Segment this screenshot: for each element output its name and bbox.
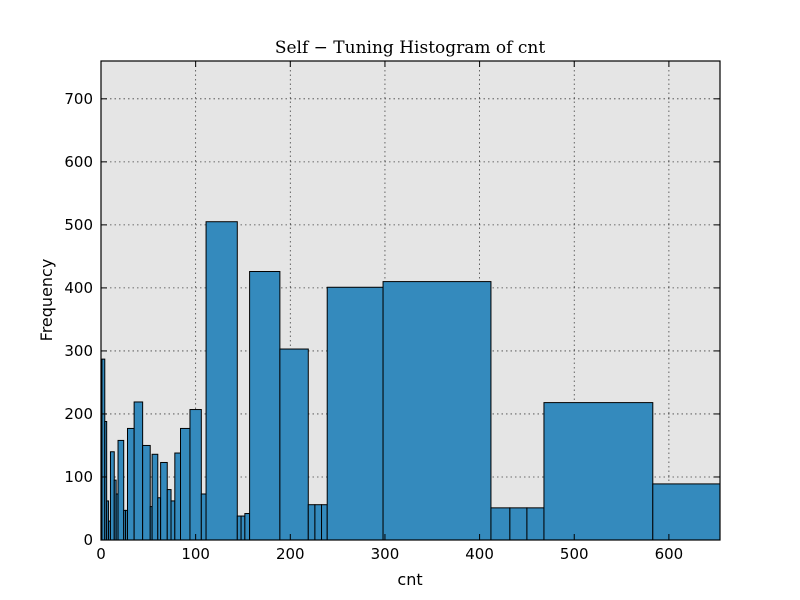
histogram-bar (205, 221, 238, 541)
histogram-bar (236, 515, 242, 541)
histogram-bar (509, 507, 528, 541)
histogram-bar (240, 515, 246, 541)
histogram-bar (170, 500, 176, 541)
x-axis-label: cnt (397, 570, 422, 589)
y-tick-label: 400 (64, 279, 93, 297)
y-tick-label: 600 (64, 153, 93, 171)
histogram-bar (314, 504, 323, 541)
y-tick-label: 700 (64, 90, 93, 108)
histogram-bar (142, 444, 151, 541)
histogram-bar (174, 452, 182, 541)
y-tick-label: 100 (64, 468, 93, 486)
y-tick-label: 300 (64, 342, 93, 360)
x-tick-label: 600 (655, 545, 684, 563)
histogram-bar (200, 493, 207, 541)
histogram-bar (321, 504, 328, 541)
histogram-bar (543, 402, 654, 541)
ticks: 0 100 200 300 400 500 600 0 100 200 300 400 500 600 70… (64, 61, 720, 563)
histogram-bar (249, 271, 281, 541)
histogram-bar (109, 451, 115, 541)
histogram-bar (133, 401, 144, 541)
x-tick-label: 500 (560, 545, 589, 563)
histogram-bar (189, 409, 202, 541)
histogram-bar (166, 489, 172, 541)
histogram-bar (180, 427, 191, 541)
plot-frame (100, 60, 721, 541)
histogram-bar (279, 348, 309, 541)
x-tick-label: 100 (181, 545, 210, 563)
y-tick-label: 0 (83, 531, 93, 549)
x-tick-label: 400 (465, 545, 494, 563)
histogram-bar (326, 286, 384, 541)
y-tick-label: 500 (64, 216, 93, 234)
histogram-bar (127, 427, 135, 541)
histogram-bar (490, 507, 511, 541)
histogram-bar (526, 507, 545, 541)
histogram-bar (244, 513, 251, 541)
histogram-bar (151, 453, 159, 541)
histogram-bar (160, 461, 168, 541)
histogram-bar (652, 483, 721, 541)
chart-title: Self − Tuning Histogram of cnt (275, 38, 546, 58)
histogram-bar (117, 439, 125, 541)
y-axis-label: Frequency (37, 259, 56, 342)
x-tick-label: 0 (96, 545, 106, 563)
x-tick-label: 300 (371, 545, 400, 563)
bars (101, 221, 721, 541)
y-tick-label: 200 (64, 405, 93, 423)
histogram-bar (382, 281, 492, 541)
histogram-bar (307, 504, 316, 541)
x-tick-label: 200 (276, 545, 305, 563)
